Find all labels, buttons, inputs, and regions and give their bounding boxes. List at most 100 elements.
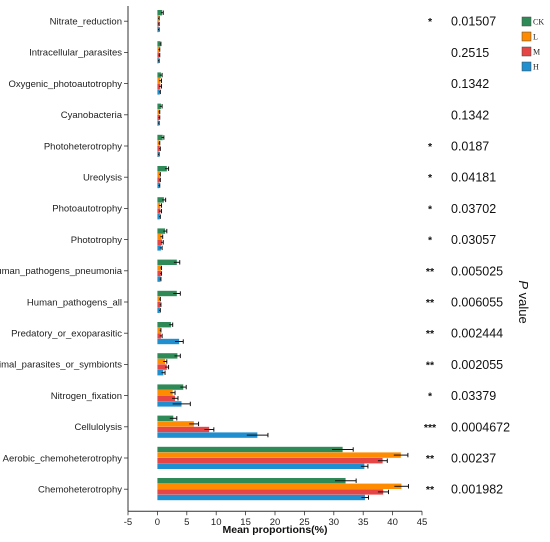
bar-l [157,296,160,302]
bar-h [157,26,159,33]
bar-ck [157,228,166,234]
bar-h [157,338,180,345]
x-tick-label: 5 [184,517,189,528]
category-label: Aerobic_chemoheterotrophy [3,453,123,464]
bar-h [157,494,365,501]
p-value: 0.1342 [451,108,489,122]
bar-ck [157,41,161,47]
bar-l [157,358,166,365]
p-value: 0.002055 [451,358,503,372]
bar-h [157,120,159,126]
bar-m [157,333,161,339]
significance-stars: ** [426,484,435,496]
p-value: 0.0187 [451,140,489,154]
x-tick-label: 45 [417,517,428,528]
p-value: 0.005025 [451,264,503,278]
bar-ck [157,72,161,78]
bar-m [157,239,163,245]
significance-stars: ** [426,297,435,309]
legend-label-ck: CK [533,18,544,27]
significance-stars: * [428,141,433,153]
bar-m [157,458,383,464]
bar-h [157,370,164,376]
p-value: 0.002444 [451,327,503,341]
p-value-axis-title-p: P [516,280,531,289]
bar-ck [157,384,184,390]
significance-stars: ** [426,453,435,465]
significance-stars: ** [426,359,435,371]
bar-h [157,307,160,313]
category-label: Cyanobacteria [61,110,123,121]
bar-ck [157,322,171,328]
bar-l [157,78,161,84]
category-label: Cellulolysis [74,422,122,433]
bar-h [157,151,159,157]
x-tick-label: 0 [155,517,160,528]
x-axis-title: Mean proportions(%) [223,524,328,536]
bar-l [157,202,161,209]
x-tick-label: 15 [240,517,251,528]
bar-ck [157,259,177,265]
category-label: Animal_parasites_or_symbionts [0,360,122,371]
bar-m [157,364,167,370]
category-label: Photoautotrophy [52,204,122,215]
category-label: Human_pathogens_all [27,297,122,308]
bar-l [157,15,159,21]
p-value: 0.00237 [451,452,496,466]
p-value: 0.2515 [451,46,489,60]
bar-l [157,390,173,396]
bar-h [157,276,161,282]
significance-stars: ** [426,266,435,278]
bar-ck [157,197,164,203]
p-value: 0.03379 [451,389,496,403]
significance-stars: * [428,391,433,403]
axis-layer: -5 0 5 10 15 20 25 30 35 40 45 [124,6,428,528]
category-labels: Nitrate_reduction Intracellular_parasites… [0,17,123,496]
category-label: Nitrogen_fixation [51,391,122,402]
x-tick-label: 30 [329,517,340,528]
bar-l [157,483,402,489]
bar-ck [157,290,177,297]
p-value: 0.0004672 [451,420,510,434]
bar-h [157,463,365,469]
significance-stars: * [428,203,433,215]
bar-m [157,395,176,401]
bar-m [157,114,160,121]
x-tick-label: 40 [387,517,398,528]
bar-ck [157,415,174,421]
bar-l [157,452,401,458]
significance-stars: * [428,172,433,184]
p-value: 0.04181 [451,171,496,185]
bar-l [157,46,160,53]
bar-l [157,109,160,115]
bar-h [157,58,159,64]
bar-m [157,21,159,27]
significance-stars: *** [424,422,437,434]
x-tick-label: 35 [358,517,369,528]
bar-m [157,83,161,89]
legend-label-h: H [533,63,539,72]
bar-h [157,432,258,438]
bar-m [157,177,160,183]
p-value-axis-title-rest: value [516,289,531,324]
bar-m [157,52,160,58]
bar-l [157,140,160,146]
bar-h [157,245,161,251]
category-label: Phototrophy [71,235,122,246]
legend-swatch-h [521,61,532,72]
legend-label-l: L [533,33,538,42]
bar-l [157,234,162,240]
legend-swatch-l [521,31,532,42]
p-value-axis-title: P value [516,280,531,323]
category-label: Oxygenic_photoautotrophy [8,79,122,90]
bar-ck [157,10,163,16]
bar-ck [157,353,178,359]
p-value: 0.001982 [451,483,503,497]
category-label: Intracellular_parasites [29,48,122,59]
bar-h [157,401,182,407]
p-value: 0.03057 [451,233,496,247]
bar-h [157,182,160,189]
bars-layer [157,10,409,501]
bar-m [157,489,384,495]
